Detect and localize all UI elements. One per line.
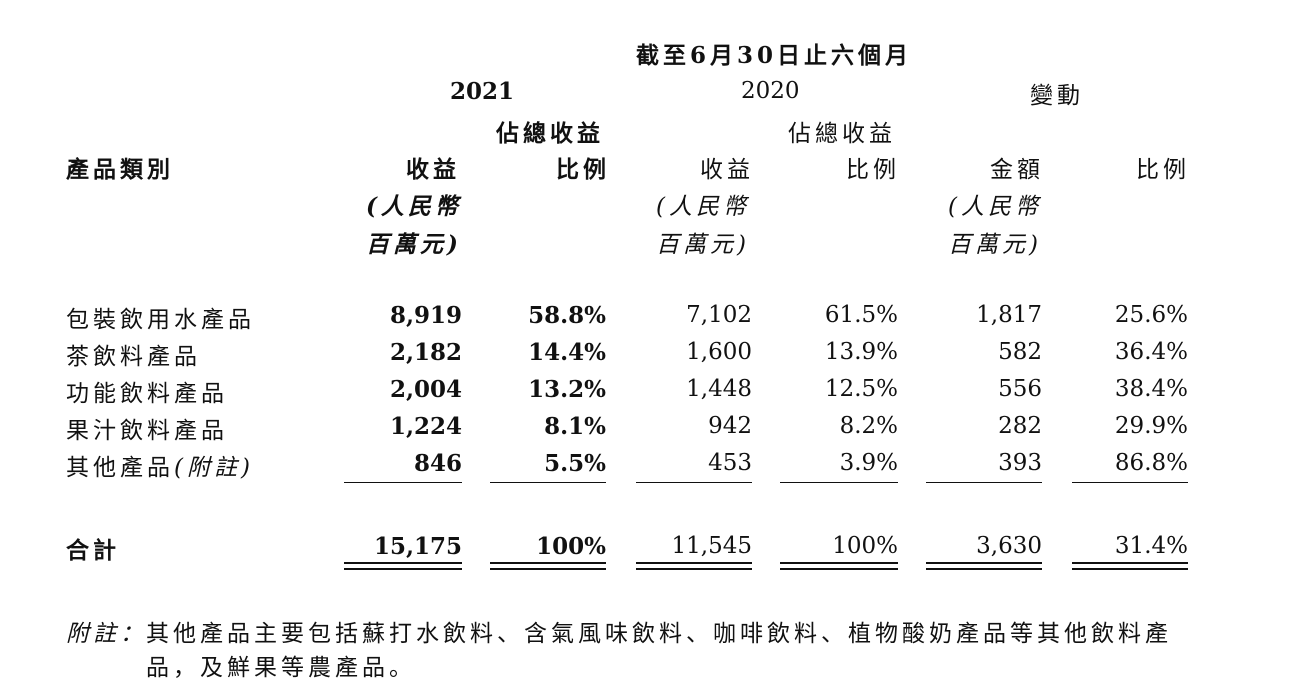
note-label: 附註：	[66, 621, 147, 647]
row-name: 茶飲料產品	[66, 344, 201, 370]
year-2020-heading: 2020	[741, 78, 800, 104]
row-pct2021: 13.2%	[528, 376, 606, 403]
change-heading: 變動	[1030, 83, 1084, 109]
row-name: 果汁飲料產品	[66, 418, 228, 444]
row-rev2020: 453	[708, 450, 752, 476]
row-chg-pct: 86.8%	[1114, 450, 1188, 476]
rule	[490, 482, 606, 483]
double-rule	[344, 562, 462, 570]
row-pct2020: 8.2%	[839, 413, 898, 439]
row-name-text: 其他產品	[66, 455, 174, 481]
row-chg-amt: 393	[998, 450, 1042, 476]
double-rule	[636, 562, 752, 570]
unit-change-line2: 百萬元)	[948, 232, 1042, 258]
double-rule	[926, 562, 1042, 570]
row-pct2020: 3.9%	[839, 450, 898, 476]
row-chg-amt: 1,817	[976, 302, 1042, 328]
row-pct2021: 58.8%	[528, 302, 606, 329]
ratio-heading-change: 比例	[1136, 157, 1190, 183]
rule	[780, 482, 898, 483]
row-chg-amt: 582	[998, 339, 1042, 365]
rule	[926, 482, 1042, 483]
amount-heading: 金額	[990, 157, 1044, 183]
row-rev2021: 2,182	[389, 339, 462, 366]
period-heading: 截至6月30日止六個月	[636, 42, 913, 69]
unit-2021-line1: (人民幣	[366, 193, 462, 220]
row-rev2020: 1,600	[686, 339, 752, 365]
share-heading-2020: 佔總收益	[788, 121, 896, 147]
rule	[1072, 482, 1188, 483]
total-pct2020: 100%	[832, 533, 898, 559]
double-rule	[1072, 562, 1188, 570]
row-name: 功能飲料產品	[66, 381, 228, 407]
revenue-heading-2021: 收益	[406, 156, 460, 183]
double-rule	[780, 562, 898, 570]
double-rule	[490, 562, 606, 570]
category-heading: 產品類別	[66, 156, 174, 183]
total-chg-pct: 31.4%	[1114, 533, 1188, 559]
row-rev2021: 2,004	[389, 376, 462, 403]
ratio-heading-2020: 比例	[846, 157, 900, 183]
row-chg-pct: 29.9%	[1114, 413, 1188, 439]
row-rev2020: 942	[708, 413, 752, 439]
note-line1: 其他產品主要包括蘇打水飲料、含氣風味飲料、咖啡飲料、植物酸奶產品等其他飲料產	[146, 621, 1172, 647]
rule	[344, 482, 462, 483]
total-label: 合計	[66, 537, 120, 564]
row-name-note: (附註)	[174, 455, 254, 481]
row-pct2021: 14.4%	[528, 339, 606, 366]
row-pct2020: 12.5%	[824, 376, 898, 402]
ratio-heading-2021: 比例	[556, 156, 610, 183]
row-rev2020: 7,102	[686, 302, 752, 328]
row-chg-amt: 282	[998, 413, 1042, 439]
revenue-heading-2020: 收益	[700, 157, 754, 183]
unit-change-line1: (人民幣	[948, 194, 1042, 220]
unit-2020-line2: 百萬元)	[656, 232, 750, 258]
row-chg-amt: 556	[998, 376, 1042, 402]
row-pct2021: 5.5%	[544, 450, 606, 477]
row-pct2020: 13.9%	[824, 339, 898, 365]
note-line2: 品，及鮮果等農產品。	[146, 655, 416, 681]
row-rev2020: 1,448	[686, 376, 752, 402]
row-rev2021: 1,224	[389, 413, 462, 440]
row-chg-pct: 36.4%	[1114, 339, 1188, 365]
row-chg-pct: 25.6%	[1114, 302, 1188, 328]
rule	[636, 482, 752, 483]
row-rev2021: 8,919	[389, 302, 462, 329]
row-name: 包裝飲用水產品	[66, 307, 255, 333]
total-chg-amt: 3,630	[976, 533, 1042, 559]
share-heading-2021: 佔總收益	[496, 120, 604, 147]
total-rev2021: 15,175	[373, 533, 462, 560]
row-pct2021: 8.1%	[544, 413, 606, 440]
unit-2021-line2: 百萬元)	[366, 231, 462, 258]
total-pct2021: 100%	[536, 533, 606, 560]
row-rev2021: 846	[413, 450, 462, 477]
unit-2020-line1: (人民幣	[656, 194, 750, 220]
row-chg-pct: 38.4%	[1114, 376, 1188, 402]
year-2021-heading: 2021	[450, 78, 515, 105]
row-pct2020: 61.5%	[824, 302, 898, 328]
row-name: 其他產品(附註)	[66, 448, 254, 482]
total-rev2020: 11,545	[671, 533, 752, 559]
